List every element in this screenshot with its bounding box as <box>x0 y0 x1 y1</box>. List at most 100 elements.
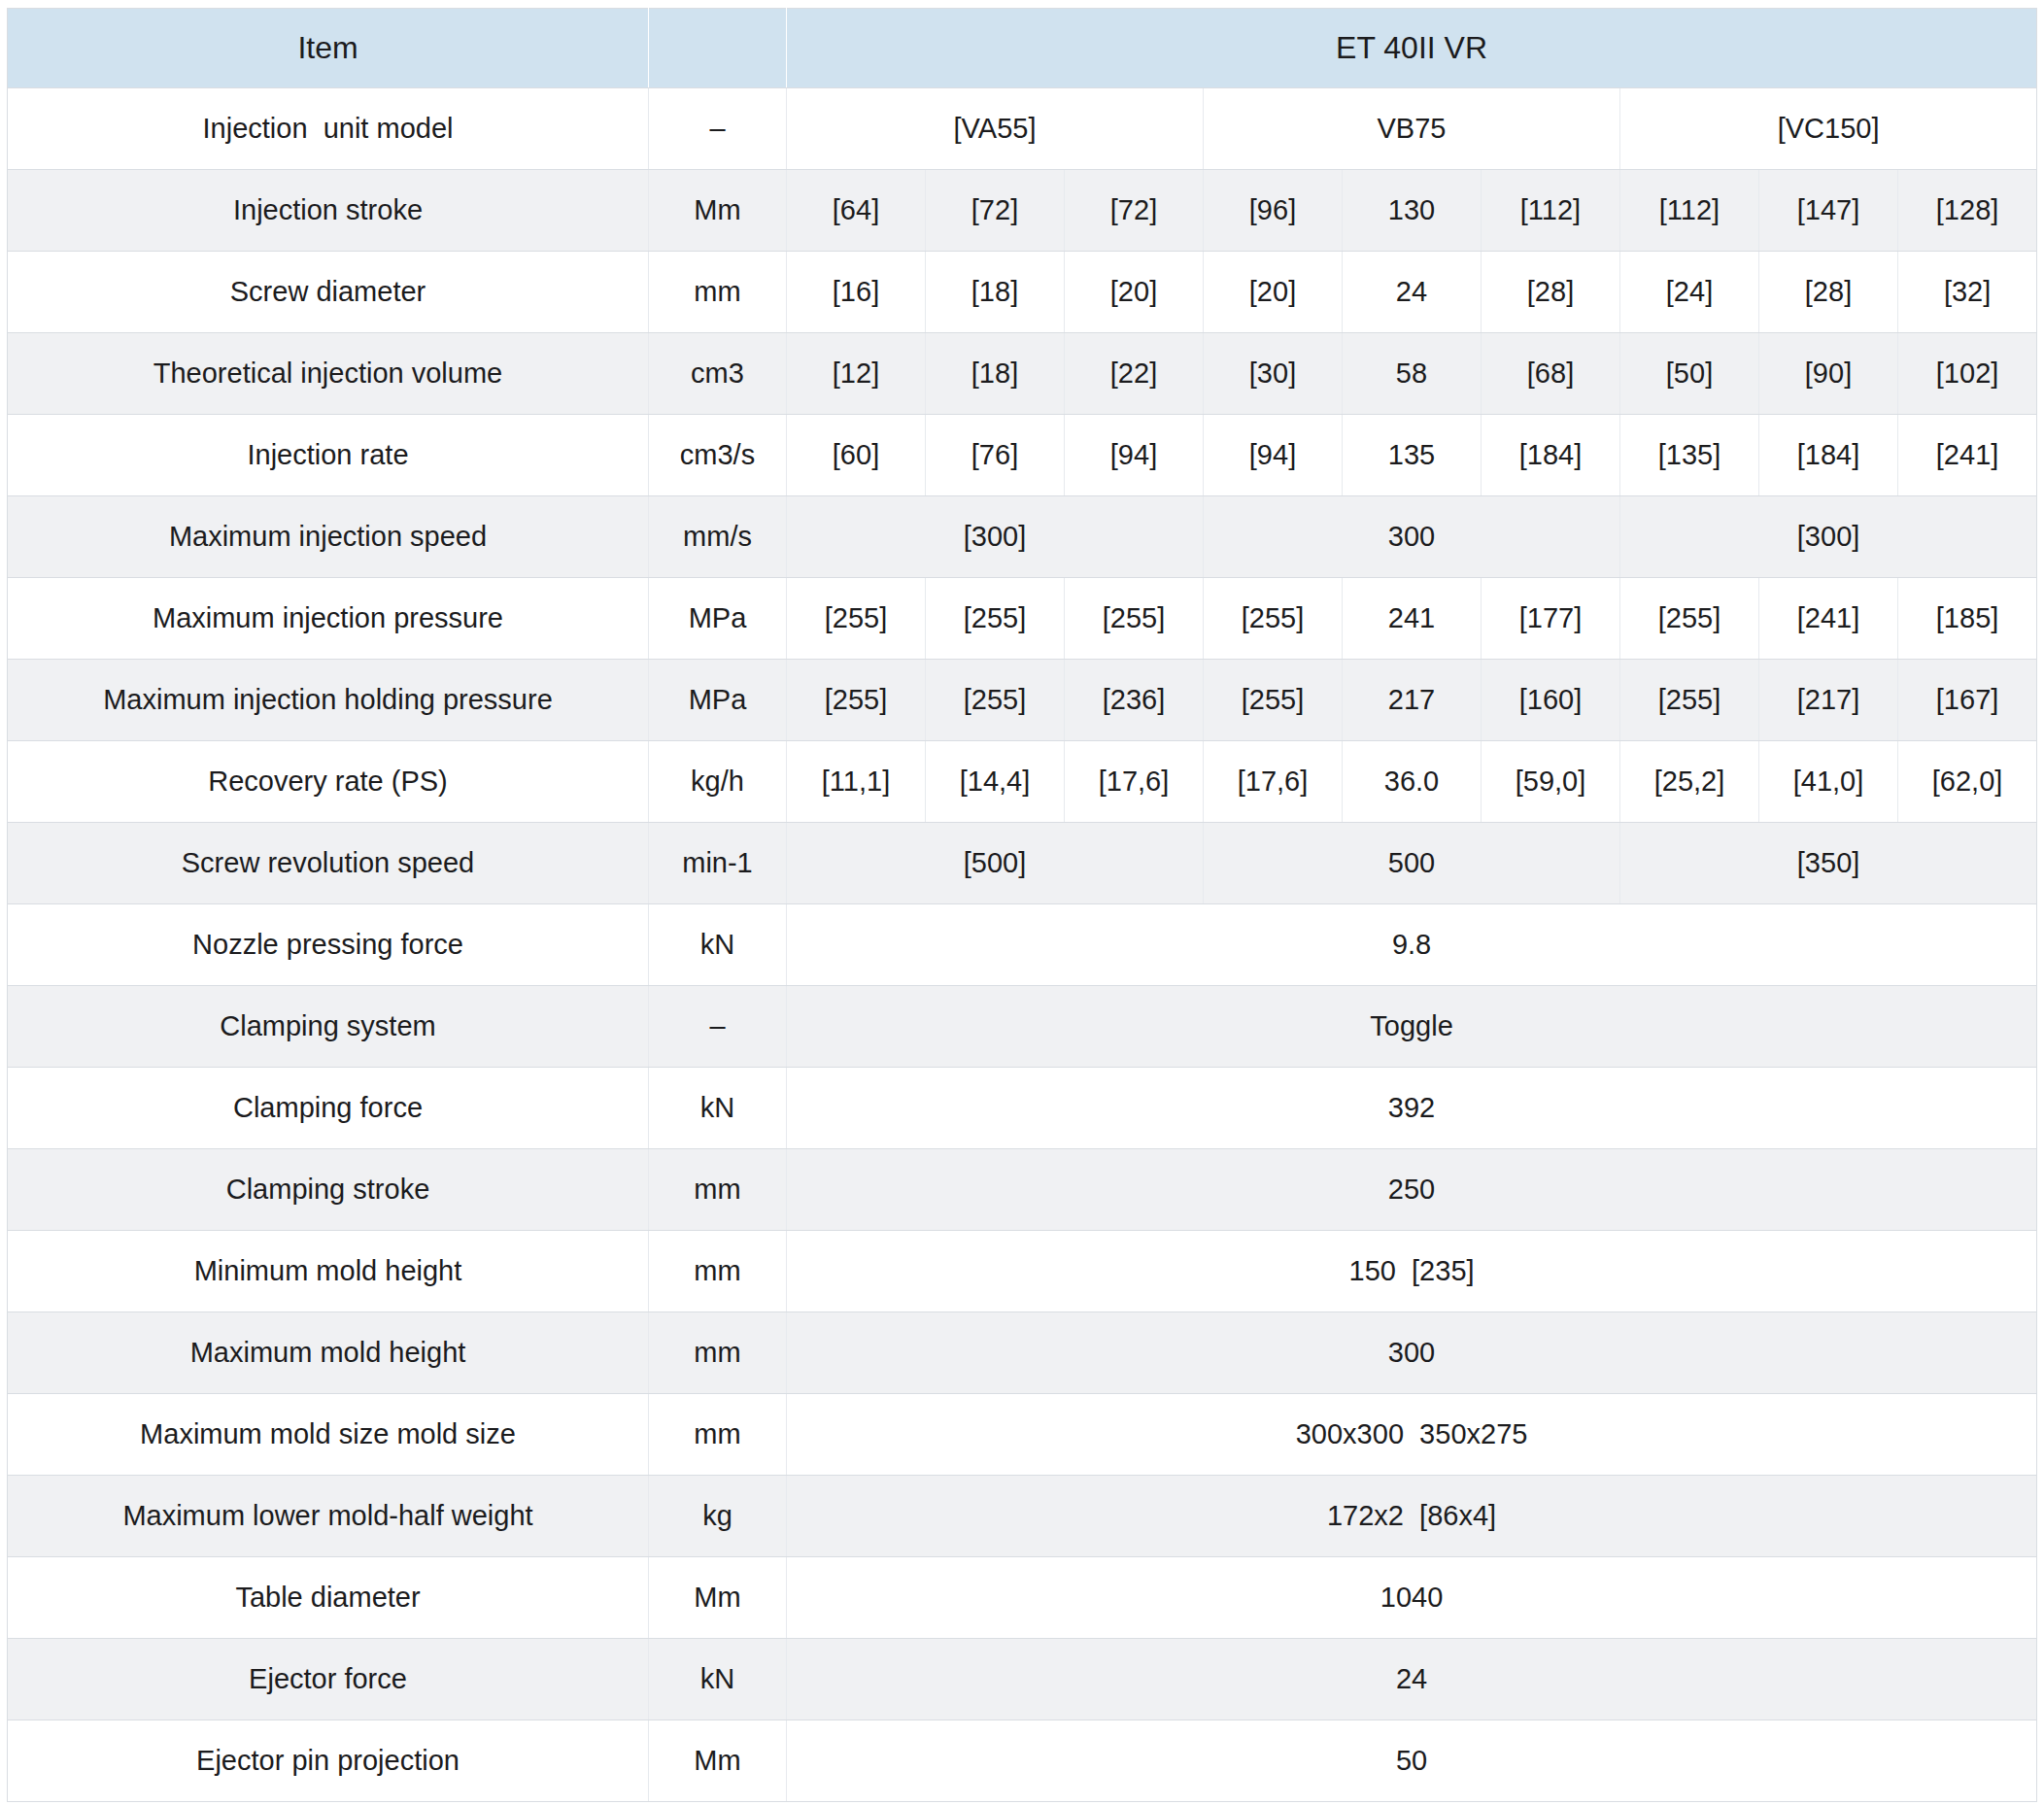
table-row: Maximum mold size mold sizemm300x300 350… <box>8 1394 2037 1476</box>
value-cell: [22] <box>1065 333 1204 415</box>
value-cell: [25,2] <box>1620 741 1759 823</box>
value-cell: 300 <box>787 1312 2037 1394</box>
table-row: Table diameterMm1040 <box>8 1557 2037 1639</box>
row-label: Screw diameter <box>8 252 649 333</box>
row-label: Minimum mold height <box>8 1231 649 1312</box>
value-cell: 217 <box>1343 660 1482 741</box>
value-cell: [30] <box>1204 333 1343 415</box>
value-cell: [28] <box>1759 252 1898 333</box>
value-cell: 300 <box>1204 496 1620 578</box>
table-row: Clamping forcekN392 <box>8 1068 2037 1149</box>
value-cell: 1040 <box>787 1557 2037 1639</box>
value-cell: [255] <box>926 660 1065 741</box>
table-row: Ejector pin projectionMm50 <box>8 1720 2037 1802</box>
table-row: Injection ratecm3/s[60][76][94][94]135[1… <box>8 415 2037 496</box>
row-unit: kN <box>649 1068 787 1149</box>
table-row: Maximum injection pressureMPa[255][255][… <box>8 578 2037 660</box>
row-label: Clamping force <box>8 1068 649 1149</box>
value-cell: [300] <box>1620 496 2037 578</box>
value-cell: [255] <box>1620 578 1759 660</box>
row-label: Maximum injection holding pressure <box>8 660 649 741</box>
row-label: Ejector force <box>8 1639 649 1720</box>
value-cell: [18] <box>926 333 1065 415</box>
spec-table-body: Injection unit model–[VA55]VB75[VC150]In… <box>8 88 2037 1802</box>
row-label: Maximum mold size mold size <box>8 1394 649 1476</box>
row-unit: cm3 <box>649 333 787 415</box>
value-cell: [12] <box>787 333 926 415</box>
value-cell: [241] <box>1898 415 2037 496</box>
value-cell: 172x2 [86x4] <box>787 1476 2037 1557</box>
table-row: Injection strokeMm[64][72][72][96]130[11… <box>8 170 2037 252</box>
table-row: Maximum injection holding pressureMPa[25… <box>8 660 2037 741</box>
table-row: Recovery rate (PS)kg/h[11,1][14,4][17,6]… <box>8 741 2037 823</box>
row-unit: mm/s <box>649 496 787 578</box>
row-unit: cm3/s <box>649 415 787 496</box>
value-cell: 500 <box>1204 823 1620 904</box>
value-cell: [236] <box>1065 660 1204 741</box>
value-cell: [94] <box>1065 415 1204 496</box>
value-cell: [300] <box>787 496 1204 578</box>
row-label: Maximum mold height <box>8 1312 649 1394</box>
row-unit: kg/h <box>649 741 787 823</box>
row-unit: min-1 <box>649 823 787 904</box>
value-cell: [24] <box>1620 252 1759 333</box>
row-unit: – <box>649 986 787 1068</box>
value-cell: [185] <box>1898 578 2037 660</box>
value-cell: [59,0] <box>1482 741 1620 823</box>
row-label: Nozzle pressing force <box>8 904 649 986</box>
value-cell: [20] <box>1204 252 1343 333</box>
row-unit: MPa <box>649 660 787 741</box>
value-cell: [255] <box>1204 660 1343 741</box>
value-cell: [VC150] <box>1620 88 2037 170</box>
value-cell: 24 <box>1343 252 1482 333</box>
value-cell: [17,6] <box>1065 741 1204 823</box>
value-cell: 300x300 350x275 <box>787 1394 2037 1476</box>
value-cell: [184] <box>1482 415 1620 496</box>
value-cell: [94] <box>1204 415 1343 496</box>
row-unit: Mm <box>649 1720 787 1802</box>
row-unit: mm <box>649 1394 787 1476</box>
value-cell: [217] <box>1759 660 1898 741</box>
value-cell: [255] <box>787 578 926 660</box>
value-cell: 36.0 <box>1343 741 1482 823</box>
table-row: Theoretical injection volumecm3[12][18][… <box>8 333 2037 415</box>
value-cell: [50] <box>1620 333 1759 415</box>
value-cell: [255] <box>1620 660 1759 741</box>
table-row: Maximum lower mold-half weightkg172x2 [8… <box>8 1476 2037 1557</box>
table-header-row: Item ET 40II VR <box>8 9 2037 88</box>
value-cell: 135 <box>1343 415 1482 496</box>
value-cell: 392 <box>787 1068 2037 1149</box>
value-cell: [102] <box>1898 333 2037 415</box>
value-cell: [112] <box>1482 170 1620 252</box>
table-row: Maximum mold heightmm300 <box>8 1312 2037 1394</box>
value-cell: [41,0] <box>1759 741 1898 823</box>
value-cell: [16] <box>787 252 926 333</box>
value-cell: [255] <box>1065 578 1204 660</box>
value-cell: 9.8 <box>787 904 2037 986</box>
table-row: Maximum injection speedmm/s[300]300[300] <box>8 496 2037 578</box>
value-cell: [72] <box>926 170 1065 252</box>
table-row: Nozzle pressing forcekN9.8 <box>8 904 2037 986</box>
row-label: Injection unit model <box>8 88 649 170</box>
value-cell: [255] <box>787 660 926 741</box>
value-cell: [64] <box>787 170 926 252</box>
value-cell: [135] <box>1620 415 1759 496</box>
row-unit: mm <box>649 252 787 333</box>
value-cell: [72] <box>1065 170 1204 252</box>
value-cell: [147] <box>1759 170 1898 252</box>
value-cell: [14,4] <box>926 741 1065 823</box>
value-cell: 50 <box>787 1720 2037 1802</box>
row-unit: MPa <box>649 578 787 660</box>
value-cell: [90] <box>1759 333 1898 415</box>
spec-table: Item ET 40II VR Injection unit model–[VA… <box>7 8 2037 1802</box>
row-label: Clamping system <box>8 986 649 1068</box>
value-cell: [167] <box>1898 660 2037 741</box>
row-unit: Mm <box>649 170 787 252</box>
value-cell: [76] <box>926 415 1065 496</box>
row-unit: mm <box>649 1149 787 1231</box>
header-model-label: ET 40II VR <box>787 9 2037 88</box>
row-label: Maximum injection speed <box>8 496 649 578</box>
header-item-label: Item <box>8 9 649 88</box>
table-row: Minimum mold heightmm150 [235] <box>8 1231 2037 1312</box>
row-label: Ejector pin projection <box>8 1720 649 1802</box>
